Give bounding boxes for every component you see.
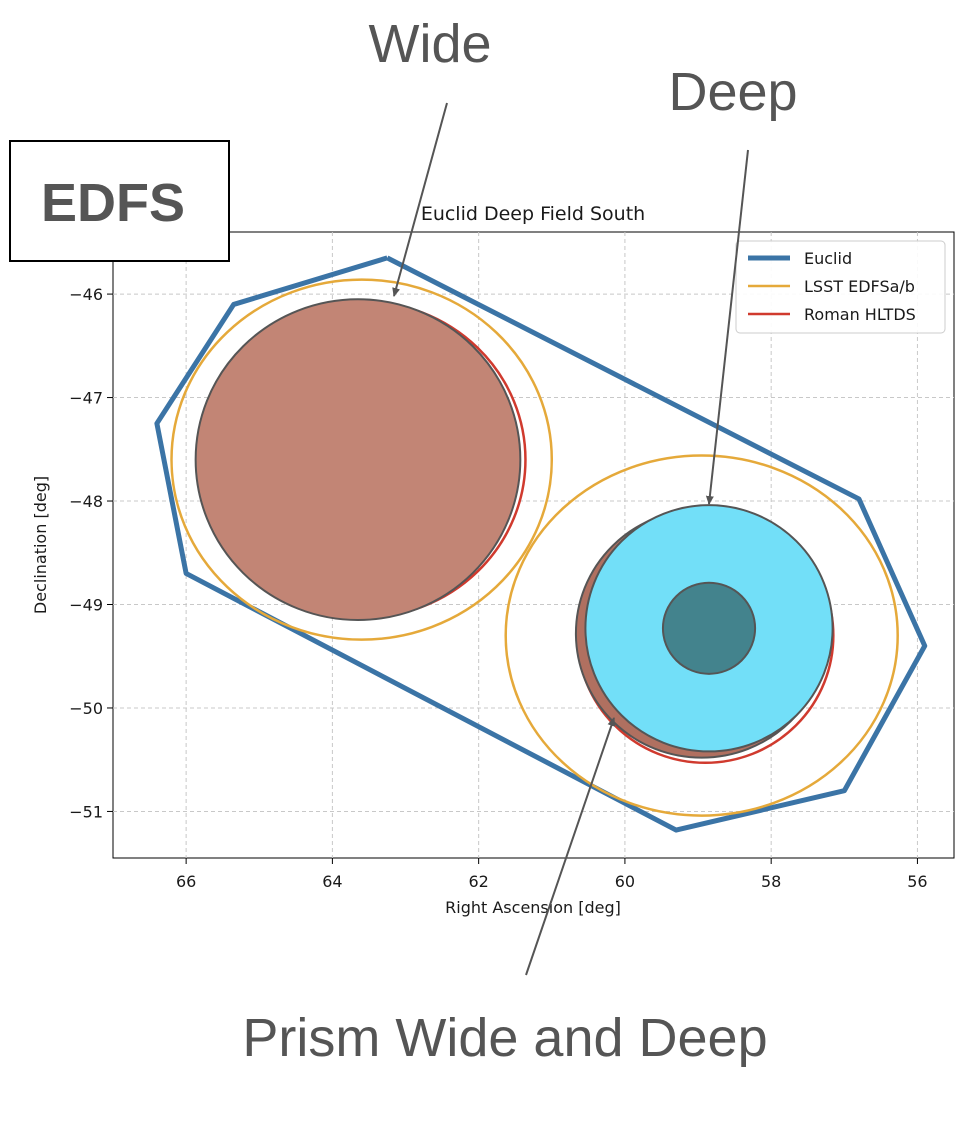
x-tick-label: 56 — [907, 872, 927, 891]
y-tick-label: −47 — [69, 389, 103, 408]
y-tick-label: −46 — [69, 285, 103, 304]
x-tick-label: 64 — [322, 872, 342, 891]
edfs-box — [9, 140, 230, 262]
prism-label: Prism Wide and Deep — [242, 1008, 767, 1068]
legend-label: Euclid — [804, 249, 852, 268]
y-tick-label: −48 — [69, 492, 103, 511]
prism-arrow — [525, 717, 616, 976]
deep-arrow — [705, 149, 749, 505]
x-axis: 66 64 62 60 58 56 — [176, 858, 928, 891]
wide-region — [194, 298, 522, 622]
wide-label: Wide — [368, 14, 491, 74]
plot-area — [112, 231, 955, 859]
lsst-circle — [170, 278, 554, 641]
plot-series — [154, 255, 928, 833]
deep-label: Deep — [668, 62, 797, 122]
y-tick-label: −49 — [69, 595, 103, 614]
x-tick-label: 60 — [615, 872, 635, 891]
x-tick-label: 62 — [468, 872, 488, 891]
chart-title: Euclid Deep Field South — [421, 203, 645, 225]
x-tick-label: 58 — [761, 872, 781, 891]
x-tick-label: 66 — [176, 872, 196, 891]
y-axis-label: Declination [deg] — [31, 476, 50, 614]
legend-label: LSST EDFSa/b — [804, 277, 915, 296]
lsst-circle — [504, 454, 899, 817]
y-tick-label: −51 — [69, 802, 103, 821]
legend: Euclid LSST EDFSa/b Roman HLTDS — [735, 240, 946, 334]
euclid-outline — [154, 255, 928, 833]
legend-box — [735, 240, 946, 334]
edfs-label: EDFS — [41, 173, 185, 233]
prism-deep-region — [661, 581, 757, 675]
x-axis-label: Right Ascension [deg] — [445, 898, 621, 917]
y-tick-label: −50 — [69, 699, 103, 718]
wide-arrow — [392, 102, 448, 297]
y-axis: −46 −47 −48 −49 −50 −51 — [69, 285, 113, 821]
legend-label: Roman HLTDS — [804, 305, 916, 324]
